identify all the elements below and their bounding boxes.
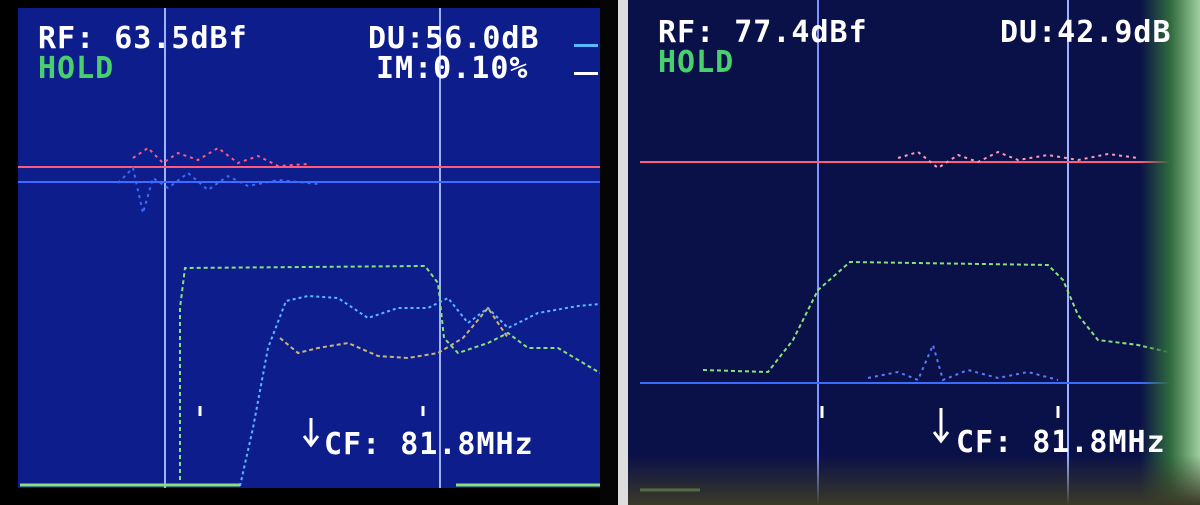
screen-edge-glare <box>1140 0 1200 505</box>
blue-noise-trace <box>867 342 1059 382</box>
rf-level-readout: RF: 77.4dBf <box>658 15 868 50</box>
rf-level-readout: RF: 63.5dBf <box>38 21 248 56</box>
down-arrow-icon <box>932 408 950 444</box>
hold-indicator: HOLD <box>38 51 115 86</box>
blue-noise-trace <box>117 166 319 214</box>
center-frequency-readout: CF: 81.8MHz <box>324 427 534 462</box>
red-noise-trace <box>897 150 1139 170</box>
left-trace-plot <box>18 8 600 488</box>
image-divider <box>618 0 628 505</box>
screen-bottom-bezel <box>628 455 1200 505</box>
right-analyzer-screen: RF: 77.4dBf HOLD DU:42.9dB CF: 81.8MHz <box>628 0 1200 505</box>
im-readout: IM:0.10% <box>376 51 529 86</box>
left-analyzer-screen: RF: 63.5dBf HOLD DU:56.0dB IM:0.10% CF: … <box>18 8 600 488</box>
green-lower-trace <box>279 306 509 360</box>
im-legend-line <box>574 72 598 75</box>
hold-indicator: HOLD <box>658 45 735 80</box>
center-frequency-readout: CF: 81.8MHz <box>956 425 1166 460</box>
down-arrow-icon <box>302 418 320 448</box>
du-readout: DU:42.9dB <box>1000 15 1172 50</box>
green-response-trace <box>702 260 1200 376</box>
red-noise-trace <box>132 146 309 168</box>
du-legend-line <box>574 44 598 47</box>
du-readout: DU:56.0dB <box>368 21 540 56</box>
cyan-response-trace <box>239 294 600 487</box>
